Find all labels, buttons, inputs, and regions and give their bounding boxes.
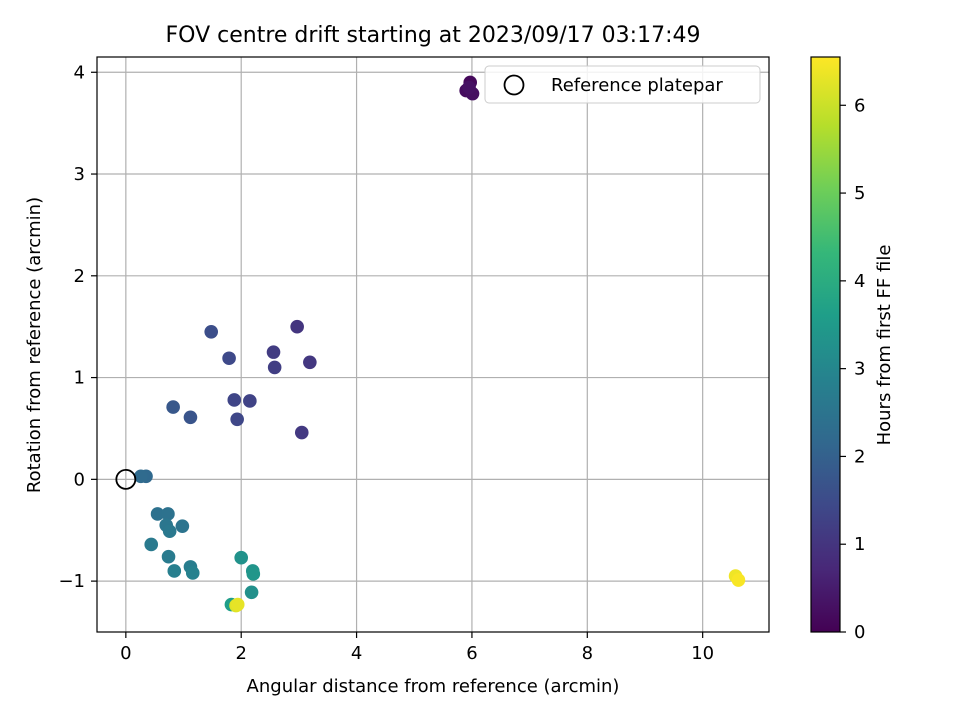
- data-point: [230, 412, 244, 427]
- chart-title: FOV centre drift starting at 2023/09/17 …: [166, 23, 701, 48]
- legend-label: Reference platepar: [551, 75, 723, 96]
- y-tick-label: 0: [74, 469, 85, 490]
- data-point: [267, 360, 282, 375]
- data-point: [246, 567, 261, 581]
- data-point: [150, 507, 165, 521]
- y-tick-label: 2: [74, 266, 85, 287]
- colorbar-tick-label: 2: [854, 446, 865, 467]
- x-tick-label: 6: [466, 643, 477, 664]
- x-tick-label: 10: [691, 643, 714, 664]
- data-point: [162, 524, 177, 539]
- legend: Reference platepar: [484, 65, 761, 104]
- data-point: [204, 324, 219, 339]
- y-tick-label: −1: [58, 571, 85, 592]
- data-points: [134, 75, 746, 613]
- x-tick-label: 8: [582, 643, 593, 664]
- reference-platepar-marker: [115, 468, 137, 490]
- colorbar-tick-label: 3: [854, 359, 865, 380]
- colorbar-tick-label: 5: [854, 183, 865, 204]
- data-point: [290, 319, 304, 334]
- x-axis-label: Angular distance from reference (arcmin): [247, 676, 620, 697]
- x-tick-label: 0: [120, 643, 131, 664]
- y-tick-label: 1: [74, 368, 85, 389]
- data-point: [230, 597, 245, 612]
- data-point: [303, 355, 317, 370]
- data-point: [183, 410, 198, 425]
- x-tick-label: 4: [351, 643, 362, 664]
- data-point: [185, 566, 200, 580]
- data-point: [161, 507, 175, 521]
- data-point: [161, 549, 176, 564]
- y-tick-label: 3: [74, 164, 85, 185]
- y-axis-label: Rotation from reference (arcmin): [24, 197, 45, 493]
- data-point: [167, 564, 182, 578]
- data-point: [294, 425, 309, 440]
- data-point: [144, 537, 159, 552]
- data-point: [731, 573, 746, 587]
- colorbar-tick-label: 0: [854, 622, 865, 643]
- grid-lines: [97, 57, 769, 632]
- colorbar-ticks: 0 1 2 3 4 5 6: [840, 95, 865, 643]
- legend-box: [484, 65, 761, 104]
- data-point: [166, 400, 180, 414]
- colorbar-tick-label: 1: [854, 534, 865, 555]
- x-axis-ticks: 0 2 4 6 8 10: [120, 632, 714, 664]
- plot-frame: [96, 56, 770, 633]
- data-point: [175, 519, 190, 533]
- data-point: [222, 351, 236, 366]
- y-tick-label: 4: [74, 62, 85, 83]
- data-point: [234, 550, 249, 565]
- legend-marker-icon: [503, 74, 525, 96]
- data-point: [227, 393, 242, 407]
- data-point: [266, 345, 281, 359]
- y-axis-ticks: −1 0 1 2 3 4: [58, 62, 97, 592]
- data-point: [462, 80, 476, 95]
- colorbar-label: Hours from first FF file: [874, 245, 895, 446]
- colorbar-gradient: [810, 56, 841, 633]
- x-tick-label: 2: [235, 643, 246, 664]
- data-point: [243, 394, 257, 408]
- colorbar-tick-label: 4: [854, 271, 865, 292]
- data-point: [244, 585, 259, 600]
- colorbar: 0 1 2 3 4 5 6 Hours from first FF file: [810, 56, 895, 643]
- data-point: [134, 469, 148, 484]
- colorbar-tick-label: 6: [854, 95, 865, 116]
